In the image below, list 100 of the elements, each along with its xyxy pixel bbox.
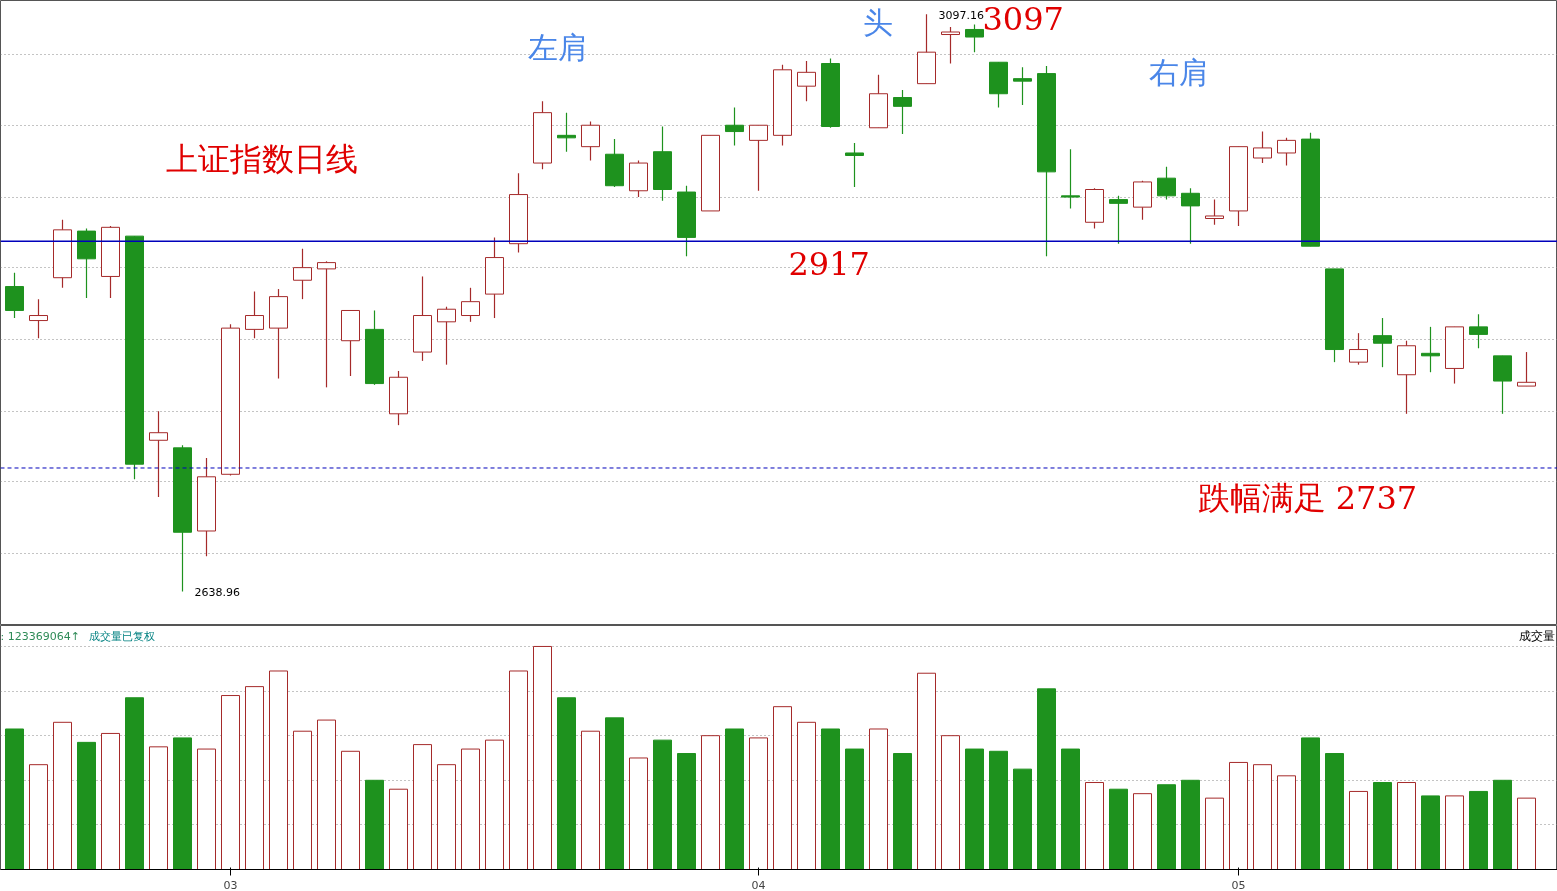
bar bbox=[197, 748, 216, 870]
bar bbox=[917, 672, 936, 870]
candlestick bbox=[461, 287, 480, 323]
bar bbox=[389, 788, 408, 870]
candlestick bbox=[1181, 187, 1200, 245]
bar bbox=[629, 757, 648, 870]
candlestick bbox=[941, 26, 960, 65]
bar bbox=[653, 739, 672, 870]
bar bbox=[413, 744, 432, 870]
candlestick bbox=[797, 60, 816, 102]
bar bbox=[1469, 790, 1488, 870]
bar bbox=[1493, 779, 1512, 870]
bar bbox=[1253, 764, 1272, 870]
bar bbox=[1181, 779, 1200, 870]
x-tick-label: 03 bbox=[223, 878, 238, 891]
bar bbox=[1325, 753, 1344, 870]
bar bbox=[1445, 795, 1464, 870]
bar bbox=[293, 730, 312, 870]
candlestick bbox=[581, 120, 600, 162]
candlestick bbox=[965, 23, 984, 53]
bar bbox=[557, 697, 576, 870]
annotation: 3097.16 bbox=[938, 8, 984, 22]
bar bbox=[1037, 688, 1056, 870]
bar bbox=[701, 735, 720, 870]
bar bbox=[1301, 737, 1320, 870]
candlestick bbox=[149, 410, 168, 498]
bar bbox=[245, 686, 264, 870]
candlestick bbox=[725, 107, 744, 147]
candlestick bbox=[1205, 198, 1224, 226]
bar bbox=[1229, 761, 1248, 870]
candlestick bbox=[437, 306, 456, 366]
bar bbox=[605, 717, 624, 870]
x-tick-label: 04 bbox=[751, 878, 766, 891]
candlestick bbox=[1517, 351, 1536, 387]
annotation: 2638.96 bbox=[194, 585, 240, 599]
bar bbox=[1373, 782, 1392, 870]
bar bbox=[893, 753, 912, 870]
ref-line-label: 跌幅满足 2737 bbox=[1197, 478, 1418, 517]
candlestick bbox=[5, 272, 24, 319]
candlestick bbox=[1349, 332, 1368, 366]
bar bbox=[77, 741, 96, 870]
bar bbox=[1205, 797, 1224, 870]
bar bbox=[797, 721, 816, 870]
bar bbox=[965, 748, 984, 870]
bar bbox=[437, 764, 456, 870]
text: : 123369064↑ bbox=[0, 629, 80, 643]
candlestick bbox=[1109, 195, 1128, 245]
candlestick bbox=[749, 124, 768, 192]
bar bbox=[269, 670, 288, 870]
bar bbox=[989, 750, 1008, 870]
bar bbox=[173, 737, 192, 870]
bar bbox=[125, 697, 144, 870]
candlestick bbox=[1277, 137, 1296, 167]
candlestick bbox=[893, 89, 912, 135]
bar bbox=[149, 746, 168, 870]
candlestick bbox=[293, 248, 312, 300]
bar bbox=[773, 706, 792, 870]
bar bbox=[869, 728, 888, 870]
candlestick bbox=[29, 298, 48, 339]
bar bbox=[1013, 768, 1032, 870]
bar bbox=[581, 730, 600, 870]
bar bbox=[461, 748, 480, 870]
annotation: 左肩 bbox=[527, 30, 588, 65]
text: 上证指数日线 bbox=[165, 139, 358, 178]
bar bbox=[845, 748, 864, 870]
candlestick bbox=[1469, 313, 1488, 349]
bar bbox=[101, 732, 120, 870]
bar bbox=[485, 739, 504, 870]
x-tick-label: 05 bbox=[1231, 878, 1246, 891]
bar bbox=[1349, 790, 1368, 870]
bar bbox=[1085, 782, 1104, 870]
candlestick bbox=[245, 290, 264, 339]
bar bbox=[821, 728, 840, 870]
candlestick bbox=[1373, 317, 1392, 368]
candlestick bbox=[317, 260, 336, 388]
annotation: 头 bbox=[862, 5, 893, 40]
bar bbox=[5, 728, 24, 870]
text: 成交量 bbox=[1518, 629, 1555, 644]
bar bbox=[1421, 795, 1440, 870]
candlestick bbox=[845, 142, 864, 188]
bar bbox=[533, 645, 552, 870]
bar bbox=[365, 779, 384, 870]
bar bbox=[29, 764, 48, 870]
bar bbox=[1109, 788, 1128, 870]
bar bbox=[221, 695, 240, 870]
ref-line-label: 2917 bbox=[788, 244, 870, 283]
bar bbox=[317, 719, 336, 870]
bar bbox=[1277, 775, 1296, 870]
bar bbox=[677, 753, 696, 870]
bar bbox=[341, 750, 360, 870]
bar bbox=[1061, 748, 1080, 870]
bar bbox=[53, 721, 72, 870]
annotation: 右肩 bbox=[1148, 55, 1209, 90]
bar bbox=[1157, 784, 1176, 870]
candlestick bbox=[1061, 148, 1080, 210]
bar bbox=[1133, 793, 1152, 870]
bar bbox=[509, 670, 528, 870]
bar bbox=[1397, 782, 1416, 870]
bar bbox=[1517, 797, 1536, 870]
candlestick bbox=[1157, 166, 1176, 201]
